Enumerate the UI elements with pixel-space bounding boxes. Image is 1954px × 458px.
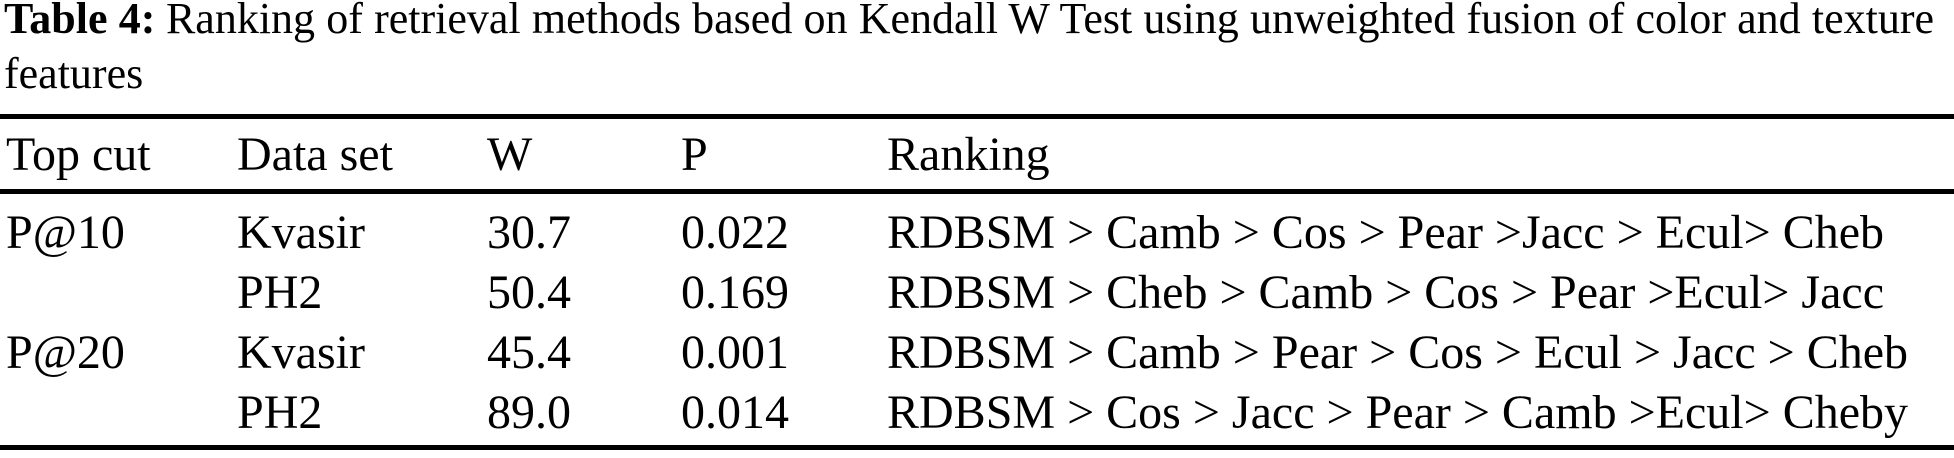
cell-w: 30.7 (487, 206, 571, 259)
cell-top-cut (6, 383, 237, 443)
table-caption: Table 4: Ranking of retrieval methods bas… (4, 0, 1934, 101)
cell-p: 0.001 (681, 326, 789, 379)
cell-w: 50.4 (487, 266, 571, 319)
cell-ranking: RDBSM > Cheb > Camb > Cos > Pear >Ecul> … (887, 266, 1885, 319)
cell-top-cut: P@20 (6, 326, 125, 379)
cell-top-cut: P@10 (6, 206, 125, 259)
caption-text: Ranking of retrieval methods based on Ke… (4, 0, 1935, 98)
cell-ranking: RDBSM > Cos > Jacc > Pear > Camb >Ecul> … (887, 386, 1909, 439)
caption-label: Table 4: (4, 0, 156, 43)
cell-w: 45.4 (487, 326, 571, 379)
table-bottom-rule (0, 445, 1954, 450)
cell-w: 89.0 (487, 386, 571, 439)
cell-p: 0.022 (681, 206, 789, 259)
col-header-data-set: Data set (237, 128, 393, 181)
col-header-ranking: Ranking (887, 128, 1050, 181)
table-header-rule (0, 189, 1954, 194)
col-header-top-cut: Top cut (6, 128, 151, 181)
cell-ranking: RDBSM > Camb > Cos > Pear >Jacc > Ecul> … (887, 206, 1885, 259)
cell-p: 0.169 (681, 266, 789, 319)
cell-ranking: RDBSM > Camb > Pear > Cos > Ecul > Jacc … (887, 326, 1909, 379)
table-top-rule (0, 114, 1954, 119)
cell-p: 0.014 (681, 386, 789, 439)
col-header-p: P (681, 128, 708, 181)
col-header-w: W (487, 128, 533, 181)
data-table: Top cut Data set W P Ranking P@10 Kvasir… (6, 119, 1952, 443)
cell-data-set: PH2 (237, 266, 323, 319)
cell-data-set: PH2 (237, 386, 323, 439)
cell-data-set: Kvasir (237, 206, 365, 259)
cell-top-cut (6, 263, 237, 323)
cell-data-set: Kvasir (237, 326, 365, 379)
